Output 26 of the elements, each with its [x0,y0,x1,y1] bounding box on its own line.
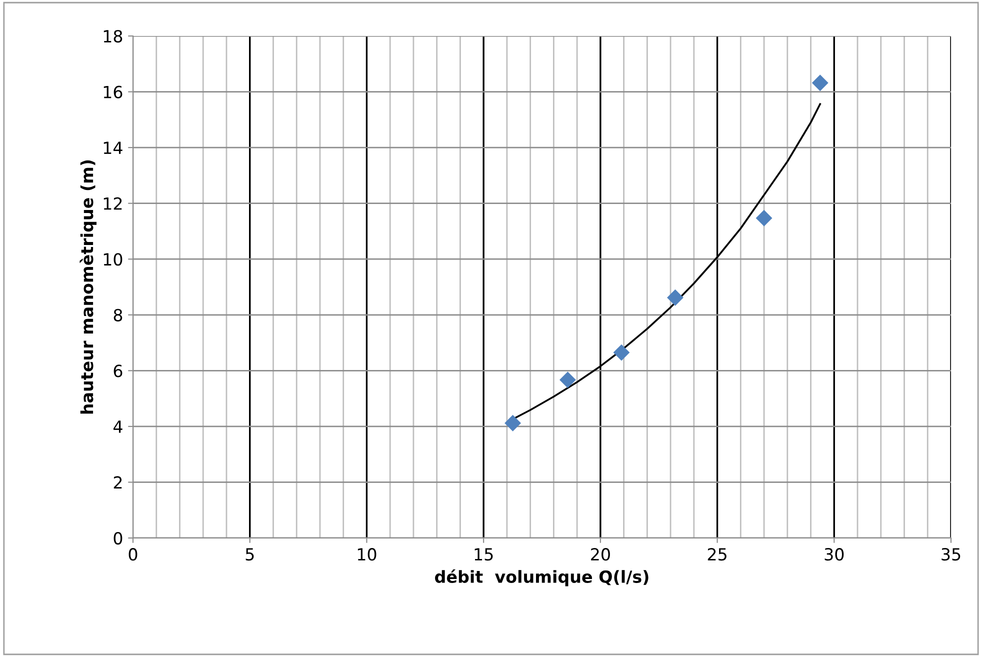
x-tick-label: 15 [474,548,493,561]
y-tick-label: 0 [114,532,122,545]
y-tick-label: 10 [104,253,122,266]
y-tick-label: 12 [104,197,122,210]
y-axis-title: hauteur manomètrique (m) [80,160,97,414]
x-tick-label: 10 [358,548,376,561]
y-tick-label: 6 [114,364,122,378]
point [613,344,630,361]
x-tick-label: 30 [824,548,844,561]
y-tick-label: 4 [113,420,122,433]
point [504,414,522,432]
x-tick-label: 5 [246,548,254,561]
x-tick-label: 0 [128,548,138,561]
point [667,289,684,306]
x-tick-label: 25 [708,548,726,561]
point [559,372,576,388]
point [756,210,772,226]
y-tick-label: 14 [104,142,122,154]
y-tick-label: 18 [104,30,122,43]
y-tick-label: 8 [114,308,122,322]
y-tick-label: 16 [104,86,122,98]
point [812,74,828,92]
x-axis-title: débit volumique Q(l/s) [435,569,648,586]
x-tick-label: 20 [591,548,610,561]
y-tick-label: 2 [114,476,122,489]
x-tick-label: 35 [942,548,960,561]
